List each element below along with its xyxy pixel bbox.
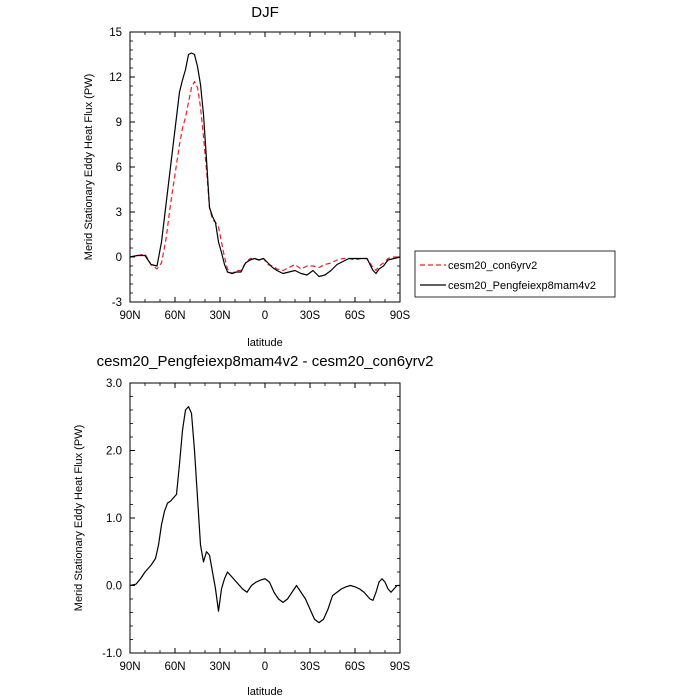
bottom-ytick-label: 2.0 — [106, 446, 122, 458]
bottom-ytick-label: 0.0 — [106, 581, 122, 593]
bottom-xtick-label: 90N — [119, 661, 140, 673]
bottom-xtick-label: 0 — [262, 661, 268, 673]
legend-label-con6yrv2: cesm20_con6yrv2 — [448, 260, 537, 272]
top-ytick-label: -3 — [112, 297, 122, 309]
top-ytick-label: 12 — [109, 72, 122, 84]
top-ytick-label: 6 — [116, 162, 122, 174]
legend-box — [414, 250, 616, 298]
top-ytick-label: 15 — [109, 27, 122, 39]
top-xtick-label: 60S — [345, 310, 366, 322]
panel-top-ylabel: Merid Stationary Eddy Heat Flux (PW) — [83, 74, 95, 260]
panel-bottom-frame — [129, 382, 401, 654]
top-xtick-label: 90N — [119, 310, 140, 322]
legend: cesm20_con6yrv2 cesm20_Pengfeiexp8mam4v2 — [414, 250, 616, 298]
top-xtick-label: 90S — [390, 310, 411, 322]
top-series-line-0 — [129, 80, 400, 275]
top-xtick-label: 30N — [209, 310, 230, 322]
panel-top: DJF 90N 60N 30N 0 30S 60S 90S -3 0 3 6 9 12 15 latitu… — [83, 4, 411, 349]
bottom-xtick-label: 30S — [300, 661, 321, 673]
panel-top-xlabel: latitude — [247, 337, 282, 349]
panel-top-title: DJF — [251, 4, 279, 21]
top-xtick-label: 60N — [164, 310, 185, 322]
bottom-xtick-label: 60N — [164, 661, 185, 673]
bottom-xtick-label: 30N — [209, 661, 230, 673]
panel-bottom-ylabel: Merid Stationary Eddy Heat Flux (PW) — [73, 425, 85, 611]
bottom-xtick-label: 90S — [390, 661, 411, 673]
bottom-series-line-0 — [129, 406, 400, 624]
bottom-xtick-label: 60S — [345, 661, 366, 673]
panel-bottom: cesm20_Pengfeiexp8mam4v2 - cesm20_con6yr… — [73, 353, 433, 698]
bottom-ytick-label: 3.0 — [106, 378, 122, 390]
panel-top-frame — [129, 31, 401, 303]
panel-bottom-xlabel: latitude — [247, 686, 282, 698]
top-ytick-label: 0 — [116, 252, 122, 264]
top-ytick-label: 9 — [116, 117, 122, 129]
bottom-ytick-label: -1.0 — [102, 648, 122, 660]
top-series-line-1 — [129, 52, 401, 278]
panel-bottom-title: cesm20_Pengfeiexp8mam4v2 - cesm20_con6yr… — [97, 353, 434, 370]
top-xtick-label: 30S — [300, 310, 321, 322]
legend-label-pengfeiexp8mam4v2: cesm20_Pengfeiexp8mam4v2 — [448, 280, 596, 292]
bottom-ytick-label: 1.0 — [106, 513, 122, 525]
top-ytick-label: 3 — [116, 207, 122, 219]
top-xtick-label: 0 — [262, 310, 268, 322]
